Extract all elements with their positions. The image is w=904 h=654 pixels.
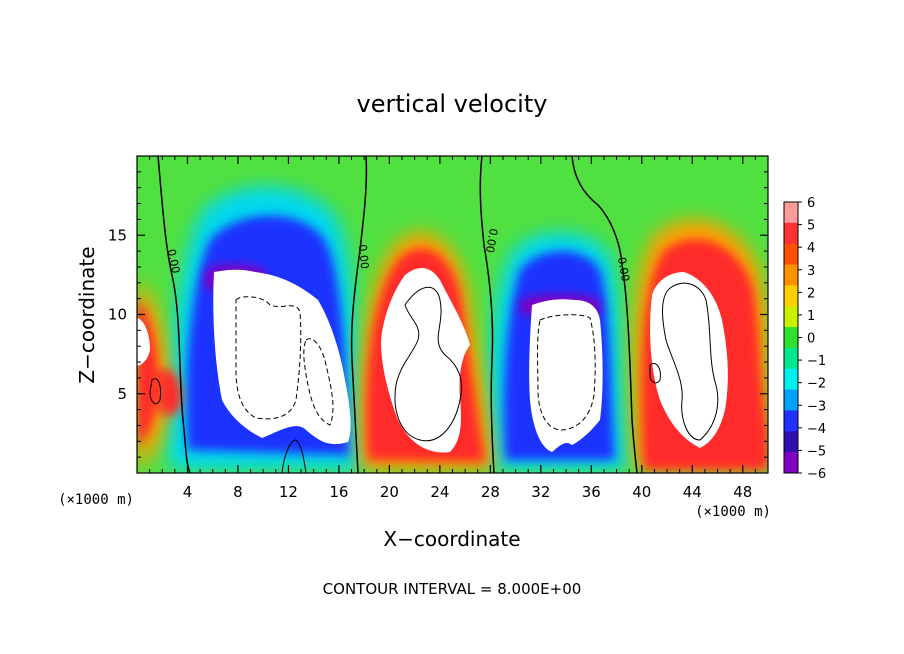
colorbar-tick-label: 6 — [807, 196, 815, 211]
contour-label-3: 0.00 — [483, 227, 500, 253]
thin-contour-1 — [394, 287, 463, 442]
thin-contour-4 — [149, 378, 161, 405]
colorbar-tick-label: 1 — [807, 309, 815, 324]
colorbar-segment — [784, 243, 798, 266]
colorbar-tick-label: 4 — [807, 241, 815, 256]
colorbar: 6 5 4 3 2 1 0 −1 −2 −3 −4 −5 −6 — [783, 196, 826, 482]
contour-label-4: 0.00 — [615, 256, 632, 282]
x-tick-label: 16 — [329, 483, 348, 501]
colorbar-tick-label: −3 — [807, 399, 826, 414]
y-tick-label: 5 — [117, 385, 127, 403]
colorbar-segment — [784, 327, 798, 349]
dashed-contour-3 — [537, 314, 596, 431]
contour-interval-note: CONTOUR INTERVAL = 8.000E+00 — [323, 580, 582, 598]
velocity-field: 0.00 0.00 0.00 0.00 — [137, 156, 768, 473]
x-tick-label: 32 — [531, 483, 550, 501]
colorbar-tick-label: −1 — [807, 354, 826, 369]
x-axis-label: X−coordinate — [383, 527, 520, 551]
contour-label-2: 0.00 — [356, 244, 371, 270]
dashed-contour-1 — [235, 296, 302, 420]
colorbar-tick-label: 5 — [807, 219, 815, 234]
colorbar-segment — [784, 368, 798, 391]
zero-contour-2 — [350, 156, 368, 473]
thin-contour-2 — [662, 282, 719, 441]
colorbar-segment — [784, 264, 798, 286]
x-tick-label: 24 — [430, 483, 449, 501]
contour-label-1: 0.00 — [165, 248, 183, 275]
x-tick-label: 28 — [481, 483, 500, 501]
x-tick-label: 36 — [582, 483, 601, 501]
chart-title: vertical velocity — [357, 90, 548, 118]
y-tick-label: 15 — [108, 226, 127, 244]
colorbar-tick-label: −5 — [807, 444, 826, 459]
thin-contour-5 — [281, 439, 307, 473]
colorbar-tick-label: −6 — [807, 467, 826, 482]
zero-contour-1 — [157, 156, 191, 473]
saturated-core-2 — [381, 268, 470, 453]
x-tick-label: 12 — [279, 483, 298, 501]
colorbar-segment — [784, 347, 798, 370]
x-tick-label: 8 — [233, 483, 243, 501]
x-tick-label: 4 — [183, 483, 193, 501]
colorbar-tick-label: 0 — [807, 332, 815, 347]
colorbar-segment — [784, 306, 798, 328]
colorbar-segment — [784, 452, 798, 474]
y-axis: 5 10 15 — [108, 171, 768, 458]
colorbar-segment — [784, 202, 798, 224]
colorbar-segment — [784, 410, 798, 432]
zero-contour-4 — [571, 156, 638, 473]
x-axis: 4 8 12 16 20 24 28 32 36 40 44 48 — [149, 156, 756, 501]
colorbar-tick-label: 2 — [807, 286, 815, 301]
thin-contour-3 — [649, 363, 661, 384]
x-tick-label: 20 — [380, 483, 399, 501]
colorbar-tick-label: −2 — [807, 377, 826, 392]
x-tick-label: 48 — [733, 483, 752, 501]
x-unit-left: (×1000 m) — [58, 492, 134, 508]
y-axis-label: Z−coordinate — [75, 246, 99, 383]
colorbar-segment — [784, 222, 798, 245]
updraft-red-4 — [160, 369, 182, 416]
colorbar-segment — [784, 431, 798, 453]
x-tick-label: 40 — [632, 483, 651, 501]
colorbar-tick-label: 3 — [807, 264, 815, 279]
zero-contour-3 — [479, 156, 495, 473]
x-tick-label: 44 — [683, 483, 702, 501]
colorbar-segment — [784, 389, 798, 411]
x-unit-right: (×1000 m) — [695, 504, 771, 520]
colorbar-tick-label: −4 — [807, 422, 826, 437]
dashed-contour-2 — [303, 338, 334, 426]
colorbar-segment — [784, 285, 798, 307]
saturated-core-3 — [529, 299, 603, 452]
saturated-core-1 — [213, 269, 351, 445]
y-tick-label: 10 — [108, 306, 127, 324]
